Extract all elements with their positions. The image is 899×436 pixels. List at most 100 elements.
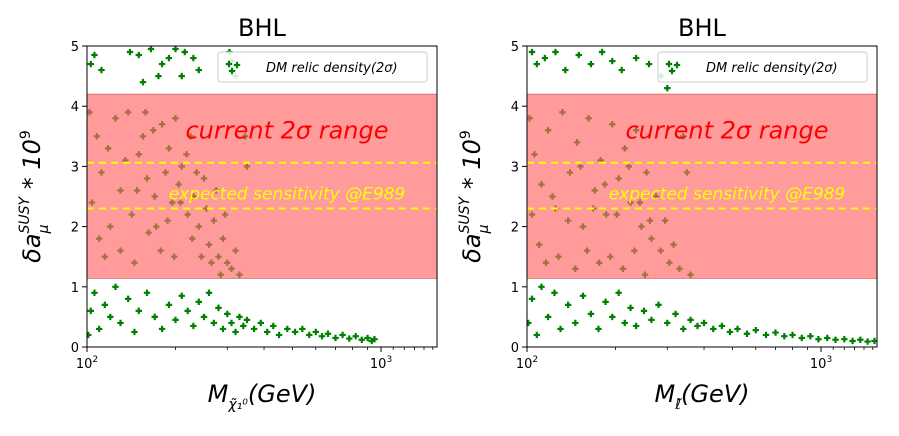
y-tick-label: 0 [71, 341, 79, 356]
data-point [117, 319, 124, 327]
data-point [664, 84, 671, 92]
sensitivity-label: expected sensitivity @E989 [169, 184, 406, 204]
data-point [579, 292, 587, 300]
data-point [195, 298, 202, 306]
data-point [694, 322, 701, 330]
y-tick-label: 1 [511, 281, 519, 296]
data-point [371, 335, 378, 343]
data-point [210, 319, 218, 327]
data-point [135, 307, 142, 315]
data-point [240, 322, 247, 330]
data-point [358, 336, 365, 343]
data-point [284, 325, 291, 333]
data-point [339, 331, 346, 339]
x-axis-label: Mχ̃₁⁰(GeV) [208, 380, 317, 413]
chart-title: BHL [238, 14, 287, 42]
data-point [615, 289, 622, 297]
data-point [346, 335, 353, 342]
data-point [807, 332, 814, 340]
data-point [710, 325, 717, 333]
data-point [87, 307, 94, 315]
data-point [598, 48, 606, 56]
data-point [172, 316, 179, 324]
data-point [621, 319, 628, 327]
data-point [528, 295, 536, 303]
data-point [680, 325, 687, 333]
data-point [551, 289, 558, 297]
data-point [243, 316, 251, 324]
legend-label: DM relic density(2σ) [706, 61, 838, 76]
data-point [257, 319, 264, 327]
data-point [139, 78, 147, 86]
data-point [215, 304, 222, 312]
legend-marker [668, 67, 676, 75]
data-point [618, 66, 625, 74]
legend-marker [225, 60, 233, 68]
y-tick-label: 4 [511, 100, 519, 115]
data-point [632, 322, 640, 330]
chart-panel-left: current 2σ range expected sensitivity @E9… [17, 14, 438, 413]
data-point [648, 316, 655, 324]
data-point [627, 304, 634, 312]
data-point [147, 46, 155, 53]
current-range-band [527, 94, 877, 279]
data-point [789, 331, 796, 339]
data-point [752, 326, 760, 334]
data-point [236, 313, 243, 321]
chart-panel-right: current 2σ range expected sensitivity @E9… [457, 14, 878, 413]
data-point [155, 72, 162, 80]
data-point [564, 301, 572, 309]
data-point [131, 328, 138, 336]
x-tick-label: 102 [76, 355, 98, 372]
data-point [541, 54, 549, 62]
data-point [232, 328, 239, 336]
data-point [544, 313, 552, 321]
data-point [98, 66, 105, 74]
data-point [178, 72, 185, 80]
data-point [824, 334, 831, 342]
legend-marker [665, 60, 673, 68]
data-point [552, 48, 559, 56]
legend-marker [228, 67, 236, 75]
data-point [645, 60, 653, 68]
data-point [165, 301, 173, 309]
data-point [112, 283, 119, 290]
data-point [609, 313, 616, 321]
data-point [562, 66, 569, 74]
y-tick-label: 4 [71, 100, 79, 115]
data-point [190, 322, 197, 330]
data-point [124, 295, 132, 303]
y-tick-label: 5 [511, 40, 519, 55]
y-tick-label: 1 [71, 281, 79, 296]
legend-marker [233, 61, 241, 69]
data-point [228, 319, 235, 327]
data-point [632, 54, 640, 62]
data-point [832, 336, 839, 343]
data-point [151, 313, 158, 321]
data-point [798, 334, 805, 342]
sensitivity-label: expected sensitivity @E989 [609, 184, 846, 204]
data-point [312, 328, 320, 336]
data-point [364, 334, 371, 342]
data-point [324, 330, 332, 337]
current-range-band [87, 94, 437, 279]
data-point [672, 310, 679, 318]
data-point [219, 325, 227, 333]
legend-box [217, 51, 428, 83]
data-point [572, 319, 579, 327]
data-point [158, 325, 166, 333]
data-point [224, 310, 231, 318]
y-tick-label: 3 [71, 160, 79, 175]
y-tick-label: 2 [511, 221, 519, 236]
data-point [527, 319, 532, 327]
data-point [306, 331, 313, 339]
data-point [318, 332, 326, 340]
y-axis-label: δaμSUSY * 109 [457, 130, 492, 263]
data-point [178, 292, 185, 300]
y-tick-label: 5 [71, 40, 79, 55]
legend-marker [673, 61, 681, 69]
x-tick-label: 103 [370, 355, 392, 372]
data-point [700, 319, 708, 327]
data-point [270, 322, 277, 330]
